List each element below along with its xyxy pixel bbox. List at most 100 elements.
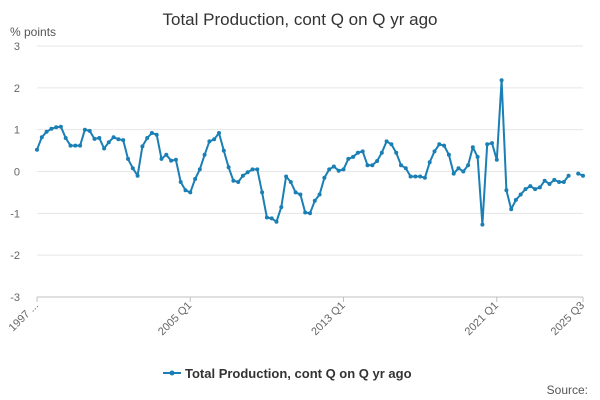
data-point-38[interactable] xyxy=(217,131,221,135)
data-point-84[interactable] xyxy=(437,142,442,147)
data-point-2[interactable] xyxy=(44,129,49,134)
data-point-23[interactable] xyxy=(145,136,150,140)
data-point-52[interactable] xyxy=(284,174,289,179)
data-point-10[interactable] xyxy=(82,127,87,132)
data-point-68[interactable] xyxy=(360,149,365,154)
data-point-100[interactable] xyxy=(513,197,518,202)
data-point-89[interactable] xyxy=(461,169,466,174)
data-point-93[interactable] xyxy=(480,222,485,227)
data-point-42[interactable] xyxy=(236,180,241,184)
data-point-51[interactable] xyxy=(279,205,284,210)
data-point-91[interactable] xyxy=(470,145,475,150)
data-point-26[interactable] xyxy=(159,156,164,161)
data-point-96[interactable] xyxy=(494,157,499,162)
data-point-65[interactable] xyxy=(346,156,351,161)
data-point-29[interactable] xyxy=(173,157,178,162)
data-point-87[interactable] xyxy=(451,171,456,176)
data-point-0[interactable] xyxy=(35,147,39,152)
data-point-27[interactable] xyxy=(164,152,169,157)
data-point-83[interactable] xyxy=(432,149,437,154)
data-point-72[interactable] xyxy=(379,150,384,155)
data-point-111[interactable] xyxy=(566,173,571,178)
data-point-88[interactable] xyxy=(456,166,461,171)
data-point-85[interactable] xyxy=(442,143,447,148)
data-point-9[interactable] xyxy=(78,143,83,148)
data-point-49[interactable] xyxy=(269,216,274,221)
data-point-75[interactable] xyxy=(394,150,399,155)
data-point-58[interactable] xyxy=(312,198,317,203)
data-point-57[interactable] xyxy=(308,211,312,216)
data-point-79[interactable] xyxy=(413,174,418,179)
data-point-94[interactable] xyxy=(485,142,490,147)
data-point-56[interactable] xyxy=(303,210,308,215)
data-point-108[interactable] xyxy=(552,177,557,182)
data-point-64[interactable] xyxy=(341,167,346,172)
data-point-74[interactable] xyxy=(389,142,394,147)
data-point-97[interactable] xyxy=(499,78,504,83)
data-point-12[interactable] xyxy=(92,136,97,141)
data-point-46[interactable] xyxy=(255,167,260,172)
data-point-76[interactable] xyxy=(399,163,403,168)
data-point-22[interactable] xyxy=(140,144,145,149)
data-point-50[interactable] xyxy=(274,219,279,224)
data-point-4[interactable] xyxy=(54,125,59,130)
data-point-98[interactable] xyxy=(504,188,509,193)
data-point-24[interactable] xyxy=(149,131,154,135)
data-point-71[interactable] xyxy=(375,159,380,163)
data-point-37[interactable] xyxy=(212,137,217,142)
data-point-69[interactable] xyxy=(365,163,370,168)
data-point-40[interactable] xyxy=(226,165,231,170)
data-point-11[interactable] xyxy=(87,128,92,133)
data-point-33[interactable] xyxy=(193,177,198,181)
data-point-80[interactable] xyxy=(418,174,423,179)
data-point-62[interactable] xyxy=(331,164,336,169)
data-point-70[interactable] xyxy=(370,163,375,168)
data-point-1[interactable] xyxy=(39,135,44,140)
data-point-103[interactable] xyxy=(528,184,533,189)
data-point-19[interactable] xyxy=(126,156,130,161)
data-point-44[interactable] xyxy=(245,170,250,175)
data-point-7[interactable] xyxy=(68,143,73,148)
data-point-32[interactable] xyxy=(188,190,193,195)
data-point-114[interactable] xyxy=(581,173,585,178)
data-point-110[interactable] xyxy=(561,180,566,184)
data-point-73[interactable] xyxy=(384,139,389,144)
data-point-39[interactable] xyxy=(221,148,226,153)
data-point-18[interactable] xyxy=(121,138,126,143)
data-point-15[interactable] xyxy=(106,140,111,145)
data-point-3[interactable] xyxy=(49,126,54,131)
data-point-66[interactable] xyxy=(351,154,356,159)
data-point-53[interactable] xyxy=(288,180,293,184)
data-point-35[interactable] xyxy=(202,152,207,157)
data-point-101[interactable] xyxy=(518,192,523,197)
data-point-16[interactable] xyxy=(111,135,116,140)
data-point-20[interactable] xyxy=(130,166,135,171)
data-point-95[interactable] xyxy=(490,141,494,146)
data-point-106[interactable] xyxy=(542,178,547,183)
data-point-5[interactable] xyxy=(58,124,63,129)
data-point-55[interactable] xyxy=(298,192,303,197)
data-point-107[interactable] xyxy=(547,182,552,186)
data-point-99[interactable] xyxy=(509,207,514,212)
data-point-34[interactable] xyxy=(197,167,202,172)
data-point-45[interactable] xyxy=(250,167,255,172)
data-point-102[interactable] xyxy=(523,187,528,192)
data-point-36[interactable] xyxy=(207,139,212,144)
data-point-77[interactable] xyxy=(403,166,408,171)
data-point-86[interactable] xyxy=(446,152,451,157)
data-point-90[interactable] xyxy=(466,163,471,168)
data-point-113[interactable] xyxy=(576,171,581,176)
data-point-48[interactable] xyxy=(264,215,269,220)
data-point-21[interactable] xyxy=(135,173,140,178)
data-point-14[interactable] xyxy=(102,146,107,151)
data-point-28[interactable] xyxy=(169,158,174,163)
data-point-17[interactable] xyxy=(116,137,121,142)
data-point-92[interactable] xyxy=(475,154,480,159)
data-point-104[interactable] xyxy=(533,187,538,192)
data-point-67[interactable] xyxy=(355,150,360,155)
data-point-82[interactable] xyxy=(427,160,432,165)
data-point-78[interactable] xyxy=(408,174,413,179)
data-point-59[interactable] xyxy=(317,192,322,197)
data-point-31[interactable] xyxy=(183,188,188,193)
data-point-6[interactable] xyxy=(63,136,68,140)
